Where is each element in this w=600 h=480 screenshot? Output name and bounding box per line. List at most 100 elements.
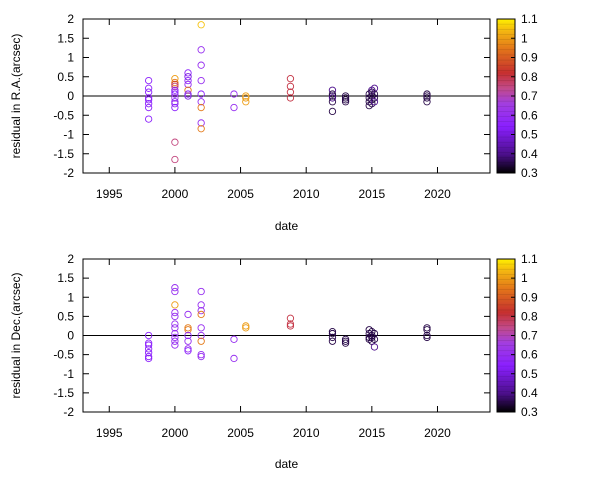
chart-1-x-tick-label: 2005 [227, 187, 254, 201]
chart-1-data-point [171, 103, 179, 112]
chart-2-data-point [423, 331, 431, 340]
chart-1-data-point [144, 100, 153, 108]
chart-1-data-point [184, 73, 192, 81]
chart-1-data-point [328, 98, 337, 106]
chart-1-y-tick-label: -2 [63, 166, 74, 180]
chart-2-data-point [171, 333, 179, 342]
chart-2-y-tick-label: 1.5 [57, 271, 74, 285]
chart-2-data-point [286, 320, 295, 328]
chart-1-colorbar-tick-label: 0.4 [521, 147, 538, 161]
chart-2-data-point [197, 324, 205, 332]
chart-2-y-tick-label: -1.5 [53, 386, 74, 400]
chart-1-y-tick-label: -1.5 [53, 147, 74, 161]
chart-1-colorbar-tick-label: 0.8 [521, 70, 538, 84]
chart-2-data-point [171, 329, 179, 338]
chart-1-colorbar-tick-label: 0.5 [521, 128, 538, 142]
chart-1-x-tick-label: 2000 [162, 187, 189, 201]
chart-2-colorbar-tick-label: 0.3 [521, 405, 538, 419]
chart-2-data-point [144, 349, 153, 357]
chart-1-data-point [171, 80, 179, 89]
chart-1-data-point [197, 90, 205, 98]
chart-1-data-point [242, 94, 250, 102]
chart-1-y-tick-label: 1 [67, 51, 74, 65]
chart-1-colorbar-tick-label: 0.9 [521, 51, 538, 65]
chart-2-x-tick-label: 2005 [227, 426, 254, 440]
chart-1-data-point [328, 90, 337, 98]
chart-1-data-point [230, 90, 238, 98]
chart-2-data-point [328, 337, 337, 345]
chart-1-data-point [328, 94, 337, 102]
chart-1-data-point [341, 98, 350, 106]
chart-1-data-point [171, 98, 179, 106]
chart-2-data-point [286, 314, 295, 322]
chart-1-data-point [144, 84, 153, 92]
chart-2-data-point [184, 347, 192, 355]
chart-1-x-tick-label: 2010 [293, 187, 320, 201]
chart-2-data-point [184, 337, 192, 345]
chart-1-data-point [197, 125, 205, 133]
chart-1-x-axis-label: date [275, 219, 299, 233]
chart-1-x-tick-label: 2020 [424, 187, 451, 201]
chart-2-data-point [144, 352, 153, 361]
chart-2-y-tick-label: 0.5 [57, 309, 74, 323]
chart-2-data-point [197, 337, 205, 345]
chart-1-data-point [144, 94, 153, 102]
chart-1-data-point [370, 84, 379, 92]
chart-2-data-point [230, 354, 238, 363]
chart-2-colorbar-tick-label: 0.5 [521, 367, 538, 381]
chart-2-x-tick-label: 2000 [162, 426, 189, 440]
chart-2-data-point [197, 350, 205, 359]
chart-2-colorbar-tick-label: 1.1 [521, 252, 538, 266]
chart-2-data-point [328, 328, 337, 336]
chart-2-y-axis-label: residual in Dec.(arcsec) [9, 272, 23, 398]
chart-2-colorbar-tick-label: 0.7 [521, 329, 538, 343]
chart-1-colorbar-tick-label: 0.7 [521, 89, 538, 103]
chart-2-data-point [341, 337, 350, 345]
chart-1-data-point [197, 61, 205, 69]
chart-2-data-point [184, 326, 192, 334]
chart-2-y-tick-label: -0.5 [53, 348, 74, 362]
chart-1-data-point [341, 96, 350, 104]
chart-2-data-point [370, 343, 379, 351]
chart-1-data-point [242, 98, 250, 106]
chart-1-y-tick-label: 2 [67, 12, 74, 26]
chart-2-colorbar-tick-label: 0.9 [521, 290, 538, 304]
chart-2-x-tick-label: 2015 [358, 426, 385, 440]
chart-1-data-point [286, 75, 295, 83]
chart-2-colorbar-tick-label: 0.6 [521, 348, 538, 362]
chart-1-y-tick-label: 0.5 [57, 70, 74, 84]
chart-2-colorbar-tick-label: 0.8 [521, 309, 538, 323]
chart-2-colorbar-tick-label: 0.4 [521, 386, 538, 400]
chart-2-data-point [197, 352, 205, 361]
chart-1-data-point [370, 90, 379, 98]
chart-2-data-point [423, 324, 431, 332]
chart-2-data-point [171, 312, 179, 321]
chart-2-data-point [144, 331, 153, 340]
chart-1-data-point [328, 86, 337, 94]
chart-1-data-point [144, 96, 153, 104]
chart-2-data-point [144, 339, 153, 347]
chart-1-data-point [230, 103, 238, 112]
chart-2-data-point [184, 331, 192, 340]
chart-2-data-point [171, 308, 179, 317]
chart-1-data-point [197, 76, 205, 85]
chart-1-data-point [328, 92, 337, 100]
chart-1-data-point [197, 119, 205, 127]
chart-1-data-point [286, 94, 295, 102]
chart-1-x-tick-label: 1995 [96, 187, 123, 201]
chart-2-x-tick-label: 2020 [424, 426, 451, 440]
chart-2-data-point [242, 322, 250, 330]
chart-1-data-point [197, 103, 205, 112]
chart-2-y-tick-label: 1 [67, 290, 74, 304]
chart-1-data-point [197, 98, 205, 106]
chart-2-data-point [171, 341, 179, 349]
chart-1-data-point [171, 75, 179, 83]
chart-2-y-tick-label: 0 [67, 329, 74, 343]
chart-2-data-point [328, 329, 337, 338]
chart-2-data-point [370, 329, 379, 338]
chart-2-y-tick-label: -1 [63, 367, 74, 381]
chart-2-data-point [423, 333, 431, 342]
chart-1-data-point [370, 94, 379, 102]
chart-1-y-axis-label: residual in R.A.(arcsec) [9, 34, 23, 159]
chart-2-data-point [370, 335, 379, 343]
